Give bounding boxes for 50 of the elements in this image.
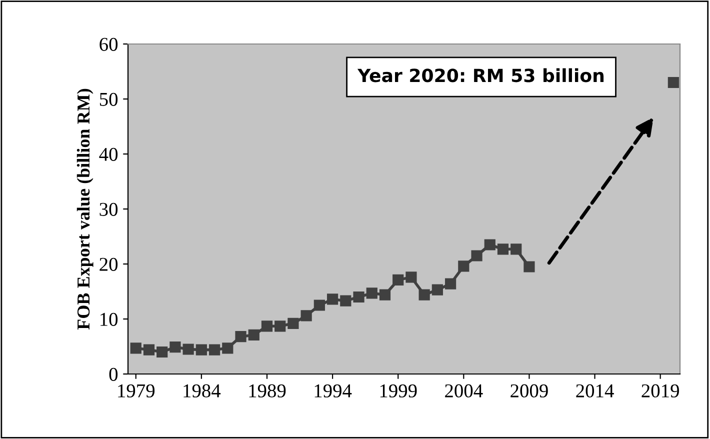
point (432, 284, 443, 296)
y-tick-label: 0 (109, 368, 118, 381)
x-tick-label: 1994 (314, 384, 352, 398)
point (458, 260, 470, 272)
x-tick-label: 1999 (380, 384, 417, 398)
point (510, 244, 522, 255)
point (235, 331, 246, 342)
point (248, 329, 260, 341)
y-tick-label: 60 (100, 38, 118, 51)
x-tick-label: 1984 (184, 384, 221, 398)
y-tick-label: 50 (100, 92, 118, 106)
point (366, 288, 378, 299)
point (196, 344, 207, 356)
y-tick-label: 40 (99, 148, 118, 161)
y-tick-label: 30 (100, 202, 118, 216)
point (182, 344, 194, 355)
x-tick-label: 2009 (510, 384, 548, 398)
point (484, 239, 496, 250)
point (379, 289, 391, 300)
x-tick-label: 2019 (642, 384, 679, 398)
point (170, 341, 181, 353)
point (143, 344, 155, 356)
point (497, 244, 509, 255)
y-axis-title: FOB Export value (billion RM) (76, 88, 94, 330)
point (444, 278, 456, 290)
y-tick-label: 10 (100, 312, 118, 326)
point (274, 320, 286, 332)
annotation: Year 2020: RM 53 billion (357, 68, 604, 82)
point (340, 295, 352, 306)
point (406, 272, 417, 283)
point (326, 294, 338, 305)
point (353, 291, 364, 303)
point (392, 274, 404, 286)
x-tick-label: 2014 (576, 384, 614, 398)
point (156, 346, 168, 358)
point (261, 320, 273, 332)
x-tick-label: 1979 (118, 384, 155, 398)
point (471, 250, 482, 262)
point (668, 76, 679, 88)
point (288, 318, 299, 329)
point (314, 300, 325, 311)
point (222, 342, 234, 354)
point (300, 310, 312, 322)
y-tick-label: 20 (100, 258, 118, 271)
point (130, 342, 142, 354)
point (208, 344, 220, 356)
point (418, 289, 430, 300)
x-tick-label: 2004 (445, 384, 483, 398)
x-tick-label: 1989 (249, 384, 286, 398)
point (524, 261, 535, 272)
